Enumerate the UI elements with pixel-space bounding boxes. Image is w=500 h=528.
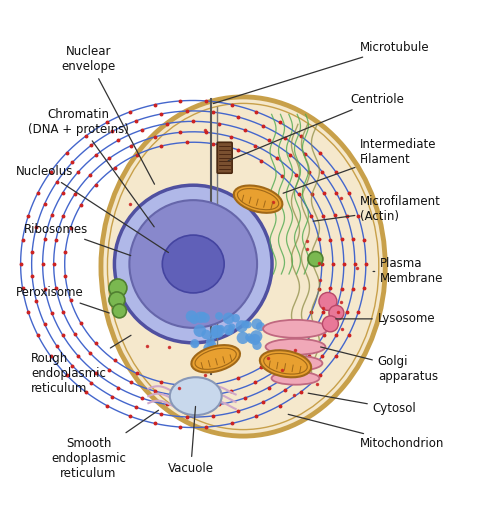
Circle shape xyxy=(252,318,262,329)
Text: Vacuole: Vacuole xyxy=(168,407,214,475)
Text: Rough
endoplasmic
reticulum: Rough endoplasmic reticulum xyxy=(31,335,131,395)
Circle shape xyxy=(256,322,265,331)
Ellipse shape xyxy=(114,185,272,343)
Circle shape xyxy=(244,321,252,328)
Circle shape xyxy=(322,316,338,332)
Text: Cytosol: Cytosol xyxy=(308,393,416,415)
Ellipse shape xyxy=(101,97,386,436)
Circle shape xyxy=(204,343,214,353)
Circle shape xyxy=(215,312,223,320)
Circle shape xyxy=(190,339,200,348)
Circle shape xyxy=(200,313,210,323)
Circle shape xyxy=(210,325,222,337)
Ellipse shape xyxy=(266,339,326,355)
Ellipse shape xyxy=(234,185,282,213)
Ellipse shape xyxy=(130,200,257,328)
FancyBboxPatch shape xyxy=(217,142,232,173)
Circle shape xyxy=(228,324,235,331)
Circle shape xyxy=(186,310,198,322)
Circle shape xyxy=(194,324,206,337)
Circle shape xyxy=(247,335,256,344)
Circle shape xyxy=(222,313,234,324)
Circle shape xyxy=(319,293,337,310)
Text: Chromatin
(DNA + proteins): Chromatin (DNA + proteins) xyxy=(28,108,154,227)
Circle shape xyxy=(202,329,211,340)
Text: Peroxisome: Peroxisome xyxy=(16,286,110,313)
Circle shape xyxy=(206,345,214,354)
Circle shape xyxy=(206,337,215,346)
Circle shape xyxy=(308,251,323,267)
Text: Intermediate
Filament: Intermediate Filament xyxy=(283,138,437,193)
Circle shape xyxy=(224,324,234,335)
Text: Mitochondrion: Mitochondrion xyxy=(288,414,444,450)
Text: Nuclear
envelope: Nuclear envelope xyxy=(62,45,154,184)
Circle shape xyxy=(236,332,249,344)
Text: Ribosomes: Ribosomes xyxy=(24,223,131,256)
Circle shape xyxy=(226,328,232,335)
Ellipse shape xyxy=(162,235,224,293)
Circle shape xyxy=(232,314,240,323)
Ellipse shape xyxy=(263,320,328,338)
Circle shape xyxy=(199,312,207,320)
Text: Lysosome: Lysosome xyxy=(336,313,436,325)
Circle shape xyxy=(242,320,250,328)
Circle shape xyxy=(109,292,125,308)
Circle shape xyxy=(212,325,224,338)
Circle shape xyxy=(250,334,260,345)
Text: Nucleolus: Nucleolus xyxy=(16,165,169,252)
Circle shape xyxy=(329,305,344,320)
Text: Golgi
apparatus: Golgi apparatus xyxy=(320,347,438,383)
Text: Smooth
endoplasmic
reticulum: Smooth endoplasmic reticulum xyxy=(51,410,158,480)
Circle shape xyxy=(250,330,262,342)
Ellipse shape xyxy=(192,345,240,372)
Circle shape xyxy=(236,320,248,333)
Circle shape xyxy=(192,341,198,347)
Ellipse shape xyxy=(272,372,320,385)
Circle shape xyxy=(194,312,206,323)
Circle shape xyxy=(204,345,216,357)
Circle shape xyxy=(209,341,216,348)
Text: Microtubule: Microtubule xyxy=(214,41,430,103)
Circle shape xyxy=(245,333,253,342)
Circle shape xyxy=(218,325,224,332)
Circle shape xyxy=(112,304,126,318)
Text: Microfilament
(Actin): Microfilament (Actin) xyxy=(313,195,441,223)
Text: Plasma
Membrane: Plasma Membrane xyxy=(373,258,444,286)
Circle shape xyxy=(190,315,199,324)
Ellipse shape xyxy=(170,377,222,415)
Text: Centriole: Centriole xyxy=(228,93,404,161)
Circle shape xyxy=(109,279,127,297)
Ellipse shape xyxy=(260,350,311,378)
Circle shape xyxy=(252,341,262,350)
Circle shape xyxy=(210,332,218,340)
Ellipse shape xyxy=(268,356,322,371)
